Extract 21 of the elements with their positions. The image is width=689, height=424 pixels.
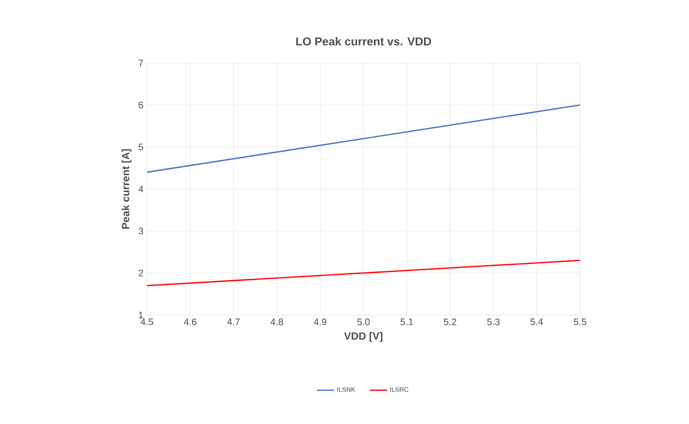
x-tick-label: 4.6 xyxy=(184,318,196,326)
x-tick-label: 5.2 xyxy=(444,318,456,326)
x-tick-label: 5.4 xyxy=(530,318,544,326)
y-tick-label: 4 xyxy=(138,186,144,192)
x-tick-label: 4.7 xyxy=(227,318,240,326)
x-axis-title: VDD [V] xyxy=(344,332,382,342)
x-tick-label: 4.8 xyxy=(270,318,284,326)
x-tick-label: 5.5 xyxy=(574,318,586,326)
x-tick-label: 5.1 xyxy=(400,318,413,326)
chart-title: LO Peak current vs. VDD xyxy=(296,37,432,46)
y-tick-label: 3 xyxy=(138,228,144,234)
y-tick-label: 6 xyxy=(138,102,144,108)
x-tick-label: 5.0 xyxy=(357,318,370,326)
y-tick-label: 5 xyxy=(138,144,144,150)
y-tick-label: 2 xyxy=(138,270,144,276)
y-tick-label: 1 xyxy=(138,312,144,318)
x-tick-label: 5.3 xyxy=(487,318,500,326)
y-tick-label: 7 xyxy=(138,60,144,66)
x-tick-label: 4.5 xyxy=(140,318,154,326)
x-tick-label: 4.9 xyxy=(314,318,326,326)
y-axis-title: Peak current [A] xyxy=(122,149,132,229)
